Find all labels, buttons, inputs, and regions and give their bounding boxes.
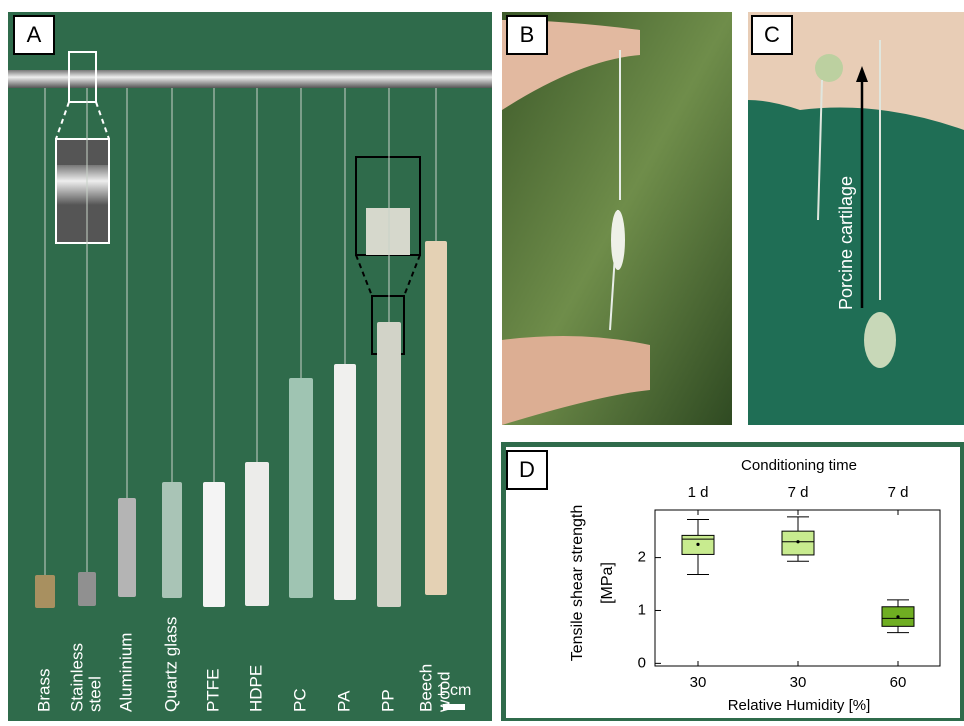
sample-cylinder: [377, 322, 401, 607]
mean: [896, 615, 899, 618]
sample-cylinder: [118, 498, 136, 597]
panel-label: B: [520, 22, 535, 47]
droplet: [815, 54, 843, 82]
top-axis-title: Conditioning time: [741, 457, 857, 474]
top-tick-label: 7 d: [788, 484, 809, 501]
sample-cylinder: [162, 482, 182, 598]
top-tick-label: 1 d: [688, 484, 709, 501]
y-tick-label: 0: [638, 654, 646, 671]
mean: [696, 543, 699, 546]
figure: 1 cm BrassStainlesssteelAluminiumQuartz …: [0, 0, 964, 721]
panel-label: C: [764, 22, 780, 47]
annotation: Porcine cartilage: [836, 176, 856, 310]
panel-label: A: [27, 22, 42, 47]
x-axis-title: Relative Humidity [%]: [728, 697, 871, 714]
x-tick-label: 60: [890, 674, 907, 691]
y-tick-label: 1: [638, 601, 646, 618]
photo-background: [8, 12, 492, 721]
material-label: Beech: [416, 664, 435, 712]
material-label: PA: [334, 690, 353, 712]
sample-cylinder: [35, 575, 55, 608]
rod: [8, 70, 492, 88]
panel-label: D: [519, 457, 535, 482]
panel-c: Porcine cartilage: [748, 12, 964, 425]
zoom-cylinder: [366, 208, 410, 255]
material-label: PTFE: [203, 669, 222, 712]
top-tick-label: 7 d: [888, 484, 909, 501]
panel-b: [502, 12, 732, 425]
x-tick-label: 30: [690, 674, 707, 691]
material-label: Aluminium: [116, 633, 135, 712]
zoom-rod: [57, 165, 108, 205]
sample-cylinder: [245, 462, 269, 606]
sample-cylinder: [289, 378, 313, 598]
x-tick-label: 30: [790, 674, 807, 691]
sample-cylinder: [78, 572, 96, 606]
material-label: steel: [85, 676, 104, 712]
material-label: PC: [290, 688, 309, 712]
page: 1 cm BrassStainlesssteelAluminiumQuartz …: [0, 0, 964, 726]
material-label: Stainless: [67, 643, 86, 712]
material-label: wood: [434, 671, 453, 713]
sample-cylinder: [203, 482, 225, 607]
y-tick-label: 2: [638, 549, 646, 566]
material-label: HDPE: [246, 665, 265, 712]
y-axis-title: Tensile shear strength: [569, 505, 586, 662]
material-label: PP: [378, 689, 397, 712]
droplet: [864, 312, 896, 368]
y-axis-title: [MPa]: [599, 562, 616, 604]
sample-cylinder: [425, 241, 447, 595]
material-label: Brass: [34, 669, 53, 712]
material-label: Quartz glass: [161, 617, 180, 712]
mean: [796, 540, 799, 543]
sample-cylinder: [334, 364, 356, 600]
adhesive: [611, 210, 625, 270]
